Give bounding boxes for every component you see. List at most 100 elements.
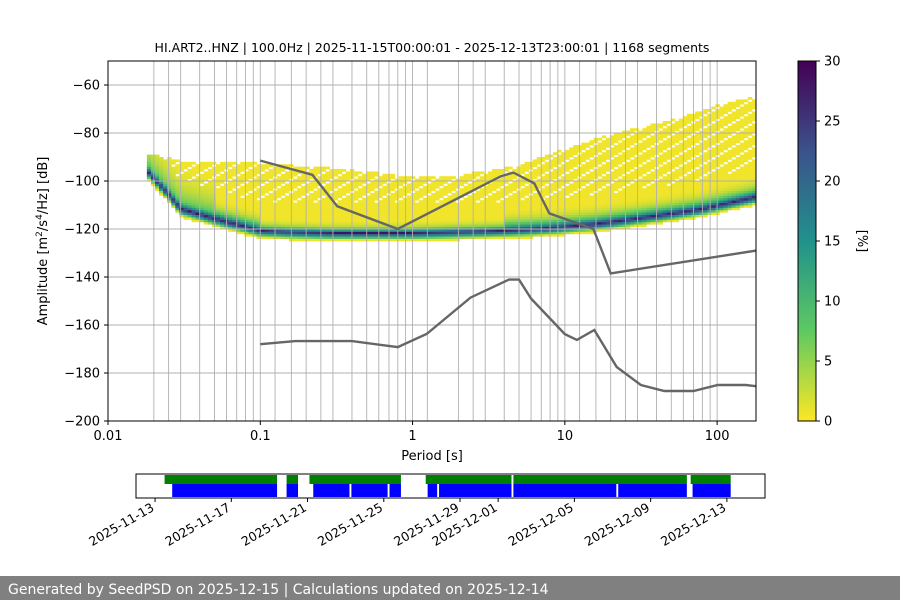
pdf-cell (370, 221, 375, 225)
colorbar-tick-label: 0 (824, 415, 832, 430)
pdf-cell (215, 205, 221, 208)
pdf-cell (159, 166, 164, 170)
pdf-cell (370, 200, 375, 203)
pdf-cell (402, 219, 408, 223)
pdf-cell (370, 176, 375, 179)
pdf-cell (467, 217, 473, 220)
pdf-cell (561, 200, 566, 203)
pdf-cell (382, 236, 387, 239)
pdf-cell (252, 193, 257, 196)
pdf-cell (175, 164, 180, 167)
pdf-cell (751, 130, 756, 134)
pdf-cell (613, 152, 619, 155)
pdf-cell (650, 178, 655, 182)
pdf-cell (548, 183, 554, 187)
pdf-cell (609, 166, 615, 170)
pdf-cell (524, 205, 529, 208)
pdf-cell (581, 154, 586, 158)
pdf-cell (358, 236, 363, 239)
pdf-cell (601, 176, 607, 179)
pdf-cell (418, 236, 424, 239)
pdf-cell (573, 224, 578, 227)
pdf-cell (540, 224, 546, 227)
pdf-cell (362, 212, 367, 215)
pdf-cell (658, 125, 663, 129)
pdf-cell (573, 171, 578, 175)
pdf-cell (483, 197, 489, 201)
pdf-cell (536, 183, 542, 187)
pdf-cell (215, 219, 221, 223)
pdf-cell (280, 217, 286, 220)
pdf-cell (678, 183, 684, 187)
pdf-cell (394, 207, 400, 211)
pdf-cell (329, 226, 335, 230)
pdf-cell (581, 166, 586, 170)
pdf-cell (492, 217, 497, 220)
pdf-cell (565, 164, 570, 167)
pdf-cell (642, 164, 647, 167)
pdf-cell (662, 152, 668, 155)
pdf-cell (191, 200, 196, 203)
pdf-cell (183, 197, 188, 201)
pdf-cell (248, 202, 253, 206)
pdf-cell (390, 176, 395, 179)
pdf-cell (333, 224, 339, 227)
pdf-cell (345, 200, 351, 203)
pdf-cell (532, 173, 538, 177)
pdf-cell (451, 224, 456, 227)
pdf-cell (548, 176, 554, 179)
pdf-cell (686, 169, 692, 172)
pdf-cell (471, 212, 477, 215)
pdf-cell (731, 181, 737, 184)
pdf-cell (589, 229, 594, 232)
pdf-cell (487, 173, 493, 177)
pdf-cell (435, 183, 440, 187)
pdf-cell (597, 154, 603, 158)
pdf-cell (447, 205, 452, 208)
pdf-cell (561, 209, 566, 213)
pdf-cell (609, 197, 615, 201)
pdf-cell (707, 142, 712, 146)
pdf-cell (723, 185, 728, 189)
pdf-cell (301, 193, 306, 196)
pdf-cell (256, 169, 261, 172)
pdf-cell (402, 236, 408, 239)
pdf-cell (337, 219, 343, 223)
pdf-cell (374, 207, 379, 211)
pdf-cell (601, 171, 607, 175)
pdf-cell (666, 202, 672, 206)
pdf-cell (626, 195, 631, 199)
pdf-cell (284, 221, 290, 225)
pdf-cell (447, 202, 452, 206)
pdf-cell (268, 219, 274, 223)
pdf-cell (358, 200, 363, 203)
pdf-cell (626, 133, 631, 136)
pdf-cell (394, 195, 400, 199)
pdf-cell (715, 111, 720, 115)
pdf-cell (496, 181, 501, 184)
pdf-cell (585, 197, 590, 201)
pdf-cell (492, 195, 497, 199)
pdf-cell (682, 123, 688, 127)
pdf-cell (751, 202, 756, 206)
pdf-cell (597, 147, 603, 151)
pdf-cell (252, 231, 257, 235)
pdf-cell (475, 195, 481, 199)
pdf-cell (650, 217, 655, 220)
pdf-cell (256, 195, 261, 199)
pdf-cell (500, 221, 505, 225)
pdf-cell (150, 169, 156, 172)
pdf-cell (406, 209, 412, 213)
pdf-cell (739, 113, 745, 117)
pdf-cell (313, 238, 318, 242)
pdf-cell (731, 118, 737, 122)
pdf-cell (727, 173, 733, 177)
pdf-cell (321, 169, 326, 172)
pdf-cell (414, 185, 420, 189)
pdf-cell (573, 164, 578, 167)
pdf-cell (589, 159, 594, 163)
pdf-cell (739, 166, 745, 170)
pdf-cell (711, 190, 716, 194)
pdf-cell (634, 171, 639, 175)
pdf-cell (727, 207, 733, 211)
